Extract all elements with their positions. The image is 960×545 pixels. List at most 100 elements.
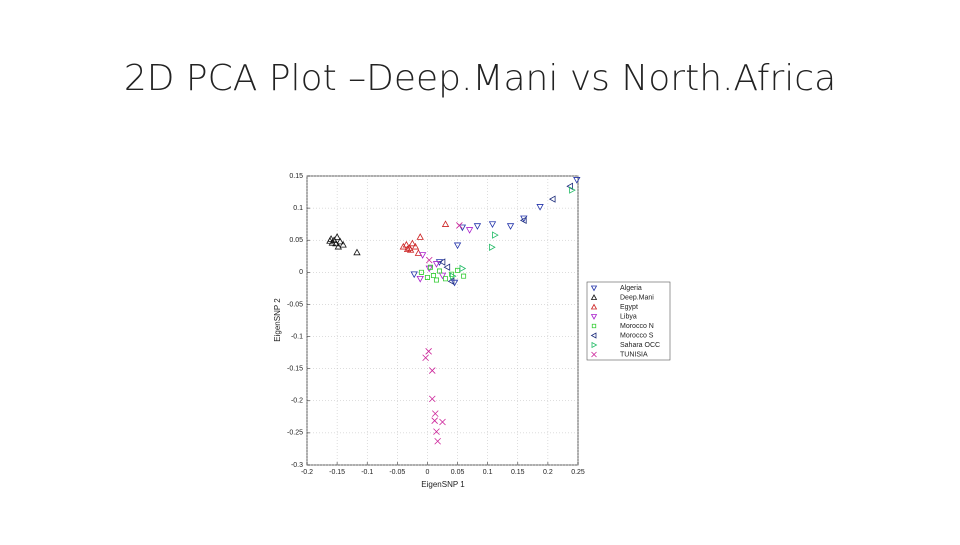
point — [418, 252, 427, 259]
point — [459, 264, 467, 273]
y-tick-label: 0 — [299, 269, 303, 276]
point — [353, 248, 361, 256]
chart-title: 2D PCA Plot –Deep.Mani vs North.Africa — [124, 58, 836, 99]
point — [439, 418, 446, 426]
point — [443, 263, 451, 271]
x-tick-label: -0.05 — [389, 469, 405, 476]
point — [433, 428, 440, 435]
point — [402, 240, 411, 248]
point — [548, 195, 556, 203]
point — [450, 279, 459, 287]
legend-label: Morocco N — [620, 323, 654, 330]
point — [431, 417, 438, 424]
y-tick-label: -0.2 — [291, 398, 303, 405]
point — [339, 240, 347, 248]
point — [458, 224, 467, 232]
point — [416, 275, 424, 283]
point — [427, 264, 433, 270]
y-axis-label: EigenSNP 2 — [273, 298, 282, 342]
point — [424, 274, 430, 280]
point — [473, 223, 482, 230]
point — [425, 256, 433, 264]
point — [333, 233, 341, 240]
y-tick-label: -0.25 — [287, 430, 303, 437]
legend-marker — [591, 323, 597, 329]
y-tick-label: 0.1 — [293, 205, 303, 212]
x-tick-label: -0.15 — [329, 469, 345, 476]
point — [408, 239, 417, 247]
point — [328, 238, 336, 246]
point — [425, 265, 433, 273]
legend-marker — [591, 341, 598, 349]
point — [569, 186, 576, 194]
point — [447, 277, 455, 286]
point — [326, 237, 334, 244]
point — [489, 243, 496, 251]
legend-marker — [590, 294, 598, 300]
legend-label: Morocco S — [620, 332, 654, 339]
point — [438, 258, 446, 266]
point — [519, 216, 527, 224]
point — [492, 231, 499, 239]
point — [428, 367, 436, 374]
y-tick-label: -0.3 — [291, 462, 303, 469]
x-tick-label: -0.1 — [361, 469, 373, 476]
point — [435, 259, 444, 266]
point — [431, 410, 439, 417]
x-tick-label: 0 — [425, 469, 429, 476]
point — [465, 227, 474, 234]
legend-frame — [586, 281, 671, 361]
point — [334, 242, 342, 250]
legend-marker — [590, 285, 598, 292]
legend-label: Egypt — [620, 304, 638, 311]
y-tick-label: 0.15 — [289, 173, 303, 180]
x-tick-label: 0.15 — [511, 469, 525, 476]
point — [403, 245, 412, 253]
point — [573, 177, 581, 184]
y-tick-label: 0.05 — [289, 237, 303, 244]
point — [433, 277, 439, 283]
point — [488, 221, 497, 228]
x-axis-label: EigenSNP 1 — [421, 480, 465, 489]
point — [410, 271, 418, 279]
x-tick-label: 0.05 — [451, 469, 465, 476]
point — [453, 242, 462, 250]
point — [449, 271, 455, 277]
legend-label: TUNISIA — [620, 351, 648, 358]
y-tick-label: -0.1 — [291, 333, 303, 340]
x-tick-label: 0.2 — [543, 469, 553, 476]
point — [418, 269, 424, 275]
legend-marker — [590, 332, 597, 339]
point — [434, 437, 441, 445]
point — [425, 348, 432, 355]
point — [336, 237, 344, 245]
point — [436, 268, 442, 274]
point — [455, 267, 461, 273]
point — [536, 204, 544, 211]
legend-marker — [590, 303, 598, 310]
legend-marker — [591, 351, 597, 358]
point — [432, 261, 441, 268]
point — [449, 272, 457, 280]
point — [416, 233, 424, 240]
y-tick-label: -0.05 — [287, 301, 303, 308]
point — [399, 242, 408, 250]
point — [443, 276, 449, 282]
legend-marker — [590, 314, 598, 320]
point — [506, 223, 515, 230]
point — [520, 215, 528, 223]
x-tick-label: 0.25 — [571, 469, 585, 476]
point — [456, 222, 463, 229]
legend-label: Libya — [620, 313, 637, 320]
x-tick-label: -0.2 — [301, 469, 313, 476]
point — [411, 242, 420, 250]
point — [438, 272, 447, 280]
point — [441, 220, 450, 227]
y-tick-label: -0.15 — [287, 366, 303, 373]
legend-label: Algeria — [620, 285, 642, 292]
point — [461, 273, 467, 279]
legend-label: Sahara OCC — [620, 342, 660, 349]
legend-label: Deep.Mani — [620, 294, 654, 301]
